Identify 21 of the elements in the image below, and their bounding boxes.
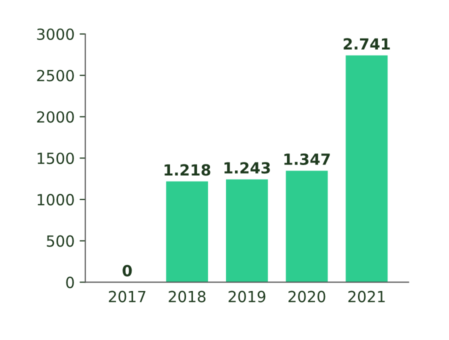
data-label: 0 [122,264,132,276]
x-tick-label: 2021 [348,290,385,302]
y-tick-label: 2000 [37,111,74,123]
bar [166,181,208,282]
x-tick-label: 2018 [168,290,206,302]
data-label: 1.347 [284,153,330,166]
data-label: 1.218 [164,164,210,176]
x-tick-label: 2017 [108,290,146,302]
y-tick-label: 3000 [37,28,74,40]
data-label: 1.243 [224,162,270,174]
y-tick-label: 0 [66,276,74,288]
bar [226,179,268,282]
x-tick-label: 2020 [288,290,326,302]
y-tick-label: 2500 [37,70,74,82]
data-label: 2.741 [344,38,390,50]
bar [346,55,388,282]
x-tick-label: 2019 [228,290,266,302]
y-tick-label: 1000 [38,194,74,206]
y-tick-label: 500 [46,235,74,247]
bar [286,170,328,282]
y-tick-label: 1500 [38,152,74,164]
